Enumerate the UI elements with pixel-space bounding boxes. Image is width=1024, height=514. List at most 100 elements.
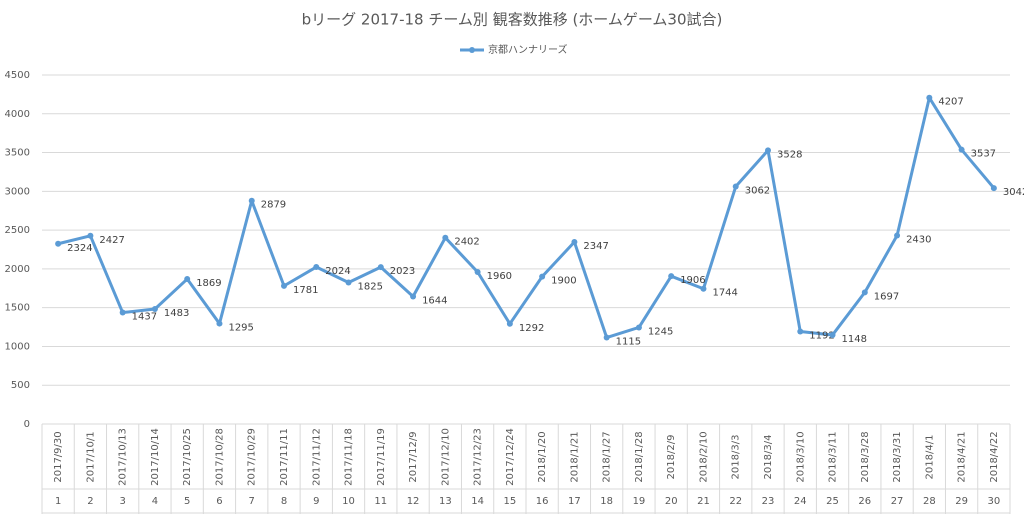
y-tick-label: 4000 [5, 109, 30, 120]
x-tick-label: 2018/1/27 [602, 431, 613, 482]
data-label: 1906 [680, 275, 705, 286]
data-label: 1115 [616, 337, 641, 348]
y-tick-label: 500 [11, 380, 30, 391]
point-marker [571, 238, 578, 245]
group-label: 13 [439, 496, 452, 507]
data-label: 2427 [99, 235, 124, 246]
point-marker [765, 147, 771, 154]
x-tick-label: 2017/11/19 [376, 428, 387, 486]
point-marker [829, 331, 836, 338]
x-tick-label: 2018/3/28 [860, 431, 871, 482]
x-tick-label: 2017/10/13 [118, 428, 129, 486]
series-line [57, 96, 996, 340]
x-tick-label: 2017/11/12 [311, 428, 322, 486]
point-marker [506, 320, 513, 327]
point-marker [248, 197, 255, 204]
y-tick-label: 4500 [5, 70, 30, 81]
point-marker [313, 264, 320, 271]
point-marker [926, 94, 933, 101]
data-label: 4207 [938, 97, 963, 108]
point-marker [894, 232, 901, 239]
x-tick-label: 2017/10/25 [182, 428, 193, 486]
group-label: 14 [471, 496, 484, 507]
group-label: 21 [697, 496, 710, 507]
group-label: 19 [633, 496, 646, 507]
group-label: 26 [858, 496, 871, 507]
x-tick-label: 2018/4/1 [924, 435, 935, 480]
data-label: 1644 [422, 295, 447, 306]
x-tick-label: 2018/2/10 [698, 431, 709, 482]
group-label: 1 [55, 496, 61, 507]
group-label: 5 [184, 496, 190, 507]
y-tick-label: 2000 [5, 264, 30, 275]
group-label: 9 [313, 496, 319, 507]
x-tick-label: 2017/11/11 [279, 428, 290, 486]
x-tick-label: 2018/1/20 [537, 431, 548, 482]
group-label: 29 [955, 496, 968, 507]
group-label: 4 [152, 496, 158, 507]
data-label: 1245 [648, 326, 673, 337]
data-label: 3528 [777, 149, 802, 160]
group-label: 7 [249, 496, 255, 507]
y-tick-label: 3500 [5, 148, 30, 159]
point-marker [635, 324, 642, 331]
y-tick-label: 0 [24, 419, 30, 430]
data-label: 1295 [228, 323, 253, 334]
data-label: 1192 [809, 331, 834, 342]
point-marker [281, 282, 287, 289]
x-tick-label: 2017/10/14 [150, 428, 161, 486]
x-tick-label: 2018/3/31 [892, 431, 903, 482]
x-tick-label: 2018/3/4 [763, 435, 774, 480]
point-marker [732, 183, 739, 190]
x-tick-label: 2018/4/22 [989, 431, 1000, 482]
point-marker [216, 320, 223, 327]
group-label: 28 [923, 496, 936, 507]
data-label: 1900 [551, 276, 576, 287]
y-tick-label: 1500 [5, 303, 30, 314]
point-marker [990, 185, 997, 192]
x-tick-label: 2018/3/10 [795, 431, 806, 482]
data-label: 3062 [745, 186, 770, 197]
group-label: 12 [407, 496, 420, 507]
point-marker [603, 334, 610, 341]
data-label: 1825 [358, 281, 383, 292]
data-label: 1292 [519, 323, 544, 334]
data-label: 3537 [971, 149, 996, 160]
x-tick-label: 2018/3/11 [828, 431, 839, 482]
group-label: 16 [536, 496, 549, 507]
x-tick-label: 2018/3/3 [731, 435, 742, 480]
data-label: 1781 [293, 285, 318, 296]
group-label: 11 [374, 496, 387, 507]
data-label: 1437 [132, 312, 157, 323]
point-marker [861, 289, 868, 296]
data-label: 1869 [196, 278, 221, 289]
point-marker [377, 264, 384, 271]
x-tick-label: 2018/1/21 [569, 431, 580, 482]
point-marker [410, 293, 417, 300]
x-tick-label: 2017/12/23 [473, 428, 484, 486]
point-marker [442, 234, 449, 241]
group-label: 18 [600, 496, 613, 507]
group-label: 23 [762, 496, 775, 507]
group-label: 30 [987, 496, 1000, 507]
x-tick-label: 2017/12/24 [505, 428, 516, 486]
point-marker [151, 305, 158, 312]
group-label: 8 [281, 496, 287, 507]
group-label: 15 [503, 496, 516, 507]
group-label: 17 [568, 496, 581, 507]
data-label: 2347 [583, 241, 608, 252]
x-tick-label: 2018/1/28 [634, 431, 645, 482]
x-tick-label: 2018/2/9 [666, 435, 677, 480]
x-tick-label: 2017/12/9 [408, 431, 419, 482]
group-label: 2 [87, 496, 93, 507]
chart-title: bリーグ 2017-18 チーム別 観客数推移 (ホームゲーム30試合) [302, 11, 723, 29]
legend-label: 京都ハンナリーズ [488, 43, 568, 56]
data-label: 2324 [67, 243, 92, 254]
data-label: 2023 [390, 266, 415, 277]
group-label: 27 [891, 496, 904, 507]
point-marker [345, 279, 352, 286]
group-label: 10 [342, 496, 355, 507]
y-tick-label: 1000 [5, 341, 30, 352]
